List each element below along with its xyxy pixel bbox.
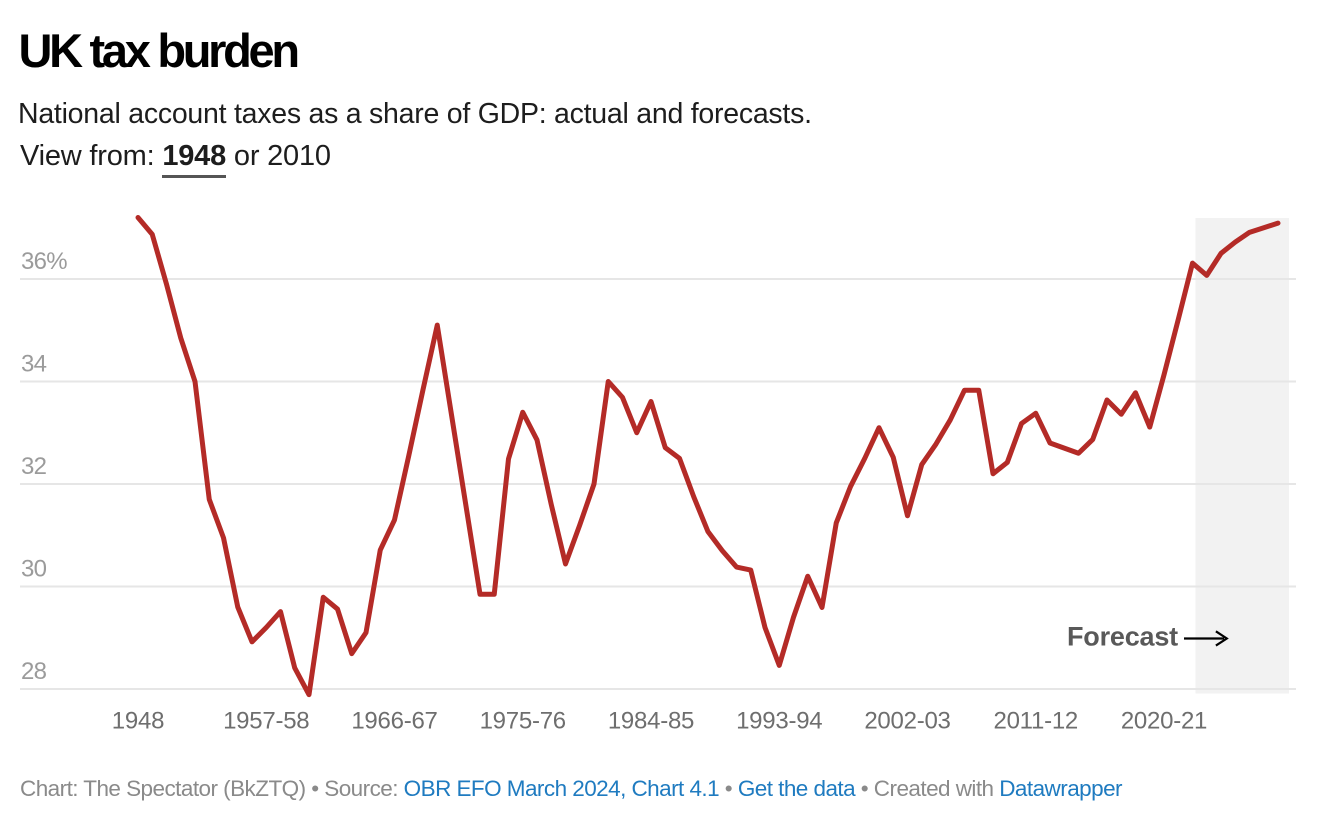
svg-text:34: 34 [21, 351, 47, 378]
svg-text:1957-58: 1957-58 [223, 708, 309, 735]
svg-text:28: 28 [21, 658, 47, 685]
svg-text:1966-67: 1966-67 [351, 708, 437, 735]
svg-text:1948: 1948 [112, 708, 164, 735]
svg-text:1975-76: 1975-76 [480, 708, 566, 735]
svg-text:2020-21: 2020-21 [1121, 708, 1207, 735]
svg-text:32: 32 [21, 453, 47, 480]
svg-text:30: 30 [21, 556, 47, 583]
svg-text:2011-12: 2011-12 [993, 708, 1078, 735]
svg-text:1993-94: 1993-94 [736, 708, 822, 735]
svg-text:36%: 36% [21, 248, 67, 275]
svg-text:2002-03: 2002-03 [864, 708, 950, 735]
svg-text:1984-85: 1984-85 [608, 708, 694, 735]
svg-text:Forecast: Forecast [1067, 621, 1178, 651]
